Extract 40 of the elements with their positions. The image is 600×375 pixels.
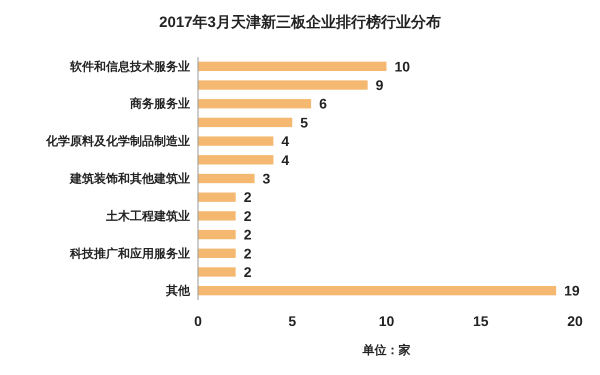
x-axis-title: 单位：家 [362, 343, 410, 357]
bar [198, 267, 236, 277]
bar [198, 136, 274, 146]
y-tick-label: 化学原料及化学制品制造业 [45, 134, 190, 148]
data-label: 2 [244, 245, 252, 262]
y-tick-label: 其他 [165, 284, 191, 298]
y-tick-label: 商务服务业 [129, 96, 190, 111]
bar [198, 286, 556, 296]
bar [198, 192, 236, 202]
data-label: 10 [394, 58, 410, 74]
bar [198, 118, 292, 128]
chart-title: 2017年3月天津新三板企业排行榜行业分布 [159, 13, 441, 31]
x-tick-label: 0 [194, 313, 202, 329]
bar [198, 248, 236, 258]
bar [198, 80, 368, 90]
y-tick-label: 建筑装饰和其他建筑业 [69, 172, 190, 186]
data-label: 4 [281, 133, 290, 150]
bar [198, 155, 274, 164]
data-label: 5 [300, 114, 308, 130]
x-tick-label: 5 [288, 313, 296, 329]
bar [198, 99, 312, 108]
data-label: 4 [281, 152, 290, 168]
bar [198, 230, 236, 240]
data-label: 19 [564, 282, 580, 299]
data-label: 6 [319, 96, 328, 112]
data-label: 2 [244, 264, 252, 280]
y-tick-label: 科技推广和应用服务业 [69, 246, 190, 260]
data-label: 9 [376, 77, 384, 94]
x-tick-label: 10 [378, 313, 394, 329]
data-label: 2 [244, 208, 252, 224]
y-tick-label: 软件和信息技术服务业 [69, 59, 190, 74]
data-label: 2 [244, 189, 252, 206]
data-label: 2 [244, 226, 252, 243]
x-tick-label: 20 [567, 313, 583, 329]
bar [198, 62, 386, 72]
y-tick-label: 土木工程建筑业 [105, 208, 190, 223]
x-tick-label: 15 [472, 313, 489, 329]
bar [198, 174, 255, 184]
data-label: 3 [262, 170, 271, 186]
bar [198, 211, 236, 221]
